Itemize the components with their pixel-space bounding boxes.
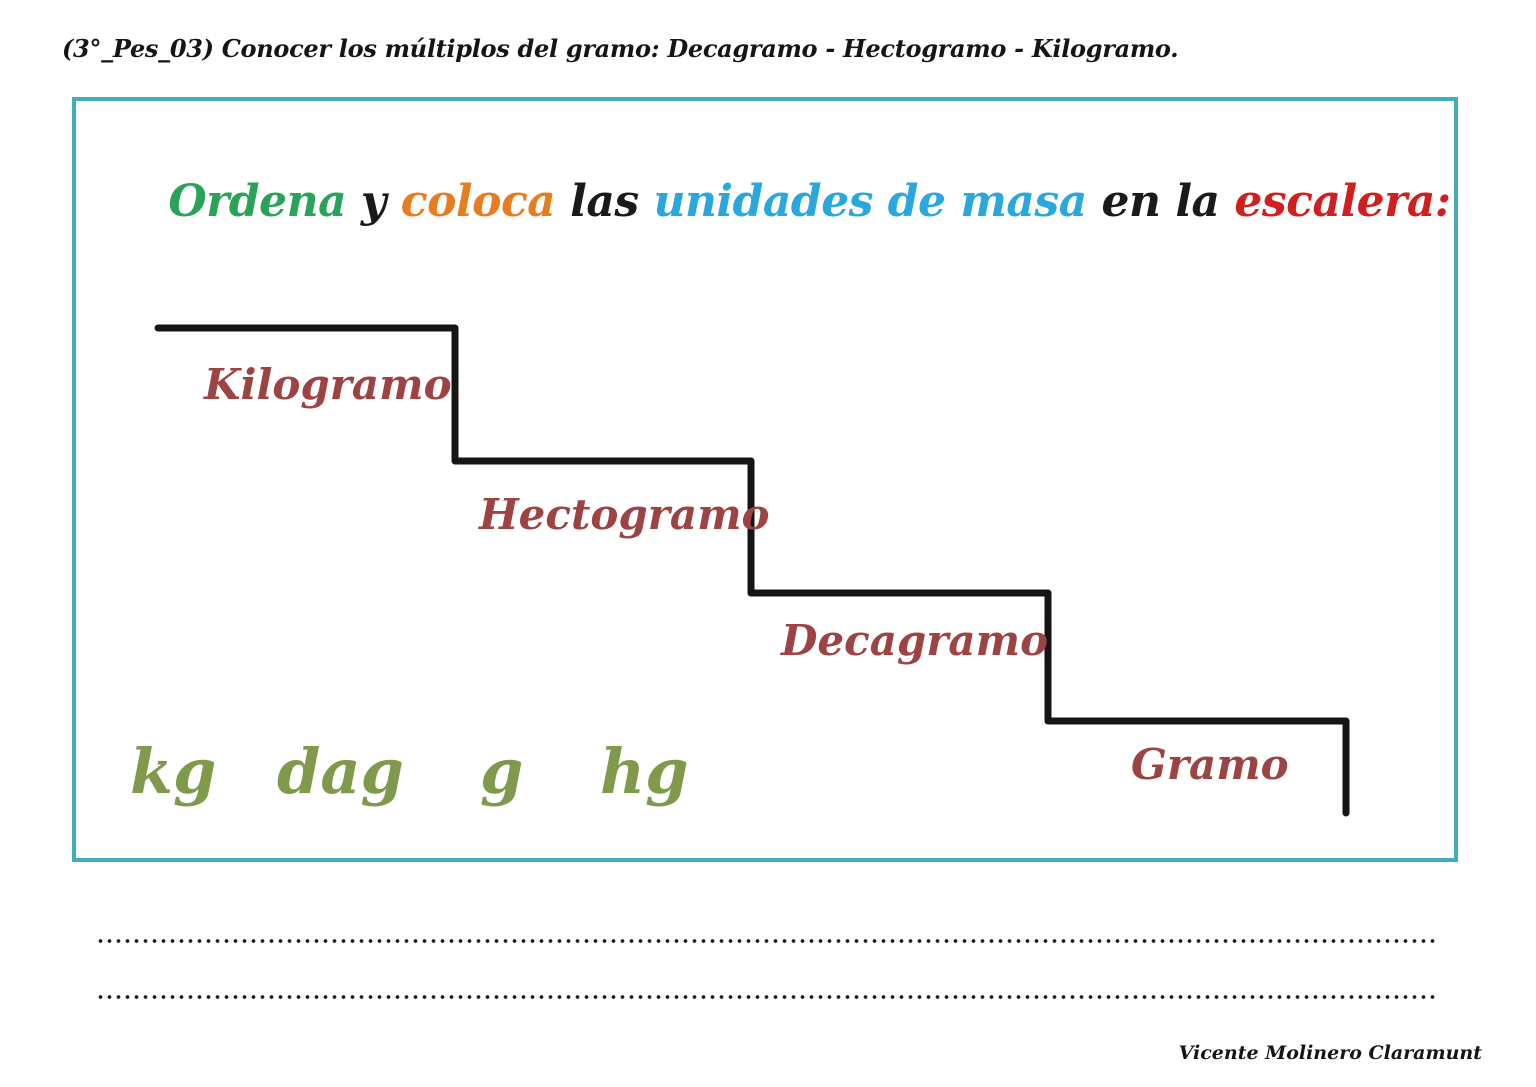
unit-chip-hg: hg — [600, 735, 689, 808]
stair-label-gramo: Gramo — [1131, 740, 1289, 789]
stair-label-kilogramo: Kilogramo — [204, 360, 452, 409]
title-word-coloca: coloca — [400, 176, 571, 227]
title-word-ordena: Ordena — [168, 176, 361, 227]
stair-label-decagramo: Decagramo — [781, 616, 1049, 665]
answer-line-1 — [96, 938, 1436, 944]
staircase-line — [154, 324, 1350, 817]
unit-chip-g: g — [480, 735, 524, 808]
author-signature: Vicente Molinero Claramunt — [1178, 1042, 1482, 1064]
title-word-en-la: en la — [1101, 176, 1235, 227]
worksheet-header: (3°_Pes_03) Conocer los múltiplos del gr… — [62, 34, 1179, 63]
worksheet-frame: Ordena y coloca las unidades de masa en … — [72, 97, 1458, 862]
unit-chip-dag: dag — [277, 735, 404, 808]
answer-line-2 — [96, 994, 1436, 1000]
staircase-drawing — [154, 324, 1350, 817]
title-word-y: y — [360, 176, 401, 227]
title-word-las: las — [570, 176, 654, 227]
title-word-escalera: escalera: — [1234, 176, 1451, 227]
worksheet-title: Ordena y coloca las unidades de masa en … — [76, 125, 1454, 278]
unit-chip-kg: kg — [130, 735, 217, 808]
stair-label-hectogramo: Hectogramo — [479, 490, 770, 539]
title-word-unidades-de-masa: unidades de masa — [653, 176, 1102, 227]
